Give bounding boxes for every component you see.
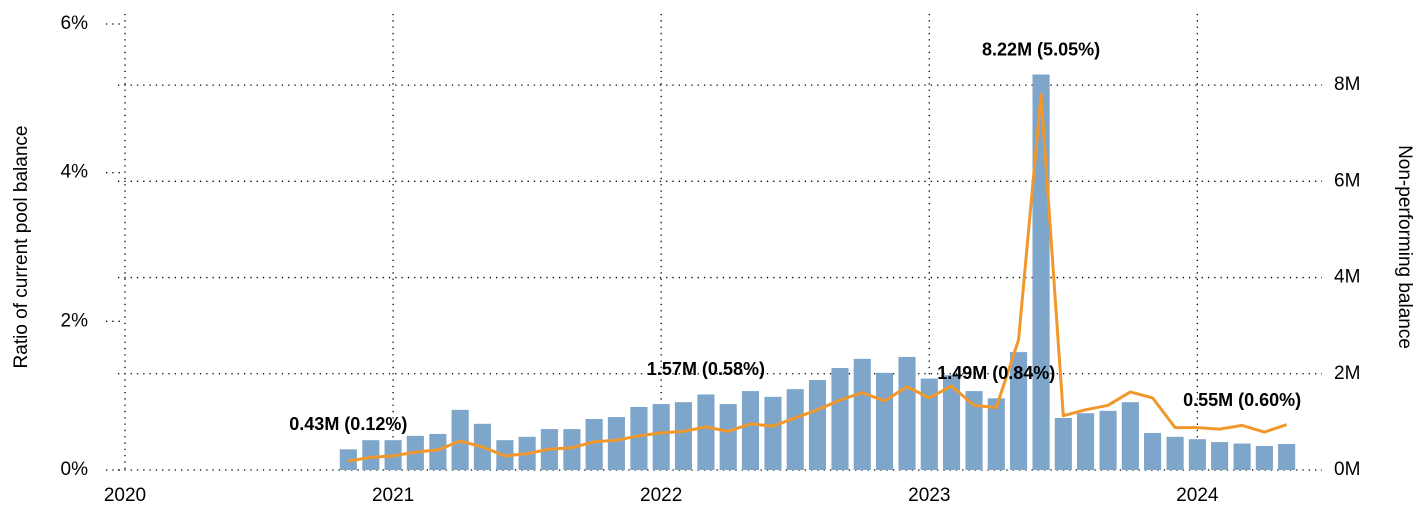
bar [920,378,938,470]
bar [1233,443,1251,470]
y2-tick-label: 0M [1334,459,1360,480]
bar [362,440,380,470]
bar [652,404,670,470]
bar [1077,413,1095,470]
y2-tick-label: 6M [1334,170,1360,191]
bar [831,368,849,470]
bar [1188,439,1206,470]
y2-tick-label: 4M [1334,267,1360,288]
bar [1121,402,1139,470]
x-tick-label: 2021 [372,485,414,506]
bar [1054,418,1072,470]
bar [786,389,804,470]
line [348,93,1288,463]
bar [1099,410,1117,470]
bar [674,402,692,470]
bar [1144,432,1162,470]
x-tick-label: 2024 [1176,485,1219,506]
y2-axis-label: Non-performing balance [1394,145,1415,349]
y-axis-label: Ratio of current pool balance [11,126,32,369]
bar [1166,436,1184,470]
bar [719,404,737,470]
data-label: 1.49M (0.84%) [937,363,1055,383]
bar [585,419,603,470]
bar [853,358,871,470]
bar [1278,444,1296,470]
y2-tick-label: 8M [1334,74,1360,95]
data-label: 0.43M (0.12%) [289,414,407,434]
y2-tick-label: 2M [1334,363,1360,384]
bar [987,398,1005,470]
bar [808,380,827,470]
bar [764,396,782,470]
bar [942,375,961,470]
data-label: 1.57M (0.58%) [647,359,765,379]
bar [898,356,916,470]
y-tick-label: 6% [61,13,89,34]
data-label: 8.22M (5.05%) [982,39,1100,59]
bar [1009,352,1028,470]
bar [1032,74,1050,471]
bar [965,391,983,470]
data-label: 0.55M (0.60%) [1183,390,1301,410]
y-tick-label: 2% [61,310,89,331]
bar [1211,442,1229,470]
bar [875,372,894,470]
x-tick-label: 2020 [104,485,146,506]
y-tick-label: 4% [61,162,89,183]
bar [697,394,715,470]
bar [1255,445,1273,470]
bar [607,417,625,470]
bar [563,429,581,470]
bar [630,406,648,470]
y-tick-label: 0% [61,459,89,480]
bar [741,391,760,470]
x-tick-label: 2022 [640,485,682,506]
x-tick-label: 2023 [908,485,950,506]
bar [429,433,447,470]
